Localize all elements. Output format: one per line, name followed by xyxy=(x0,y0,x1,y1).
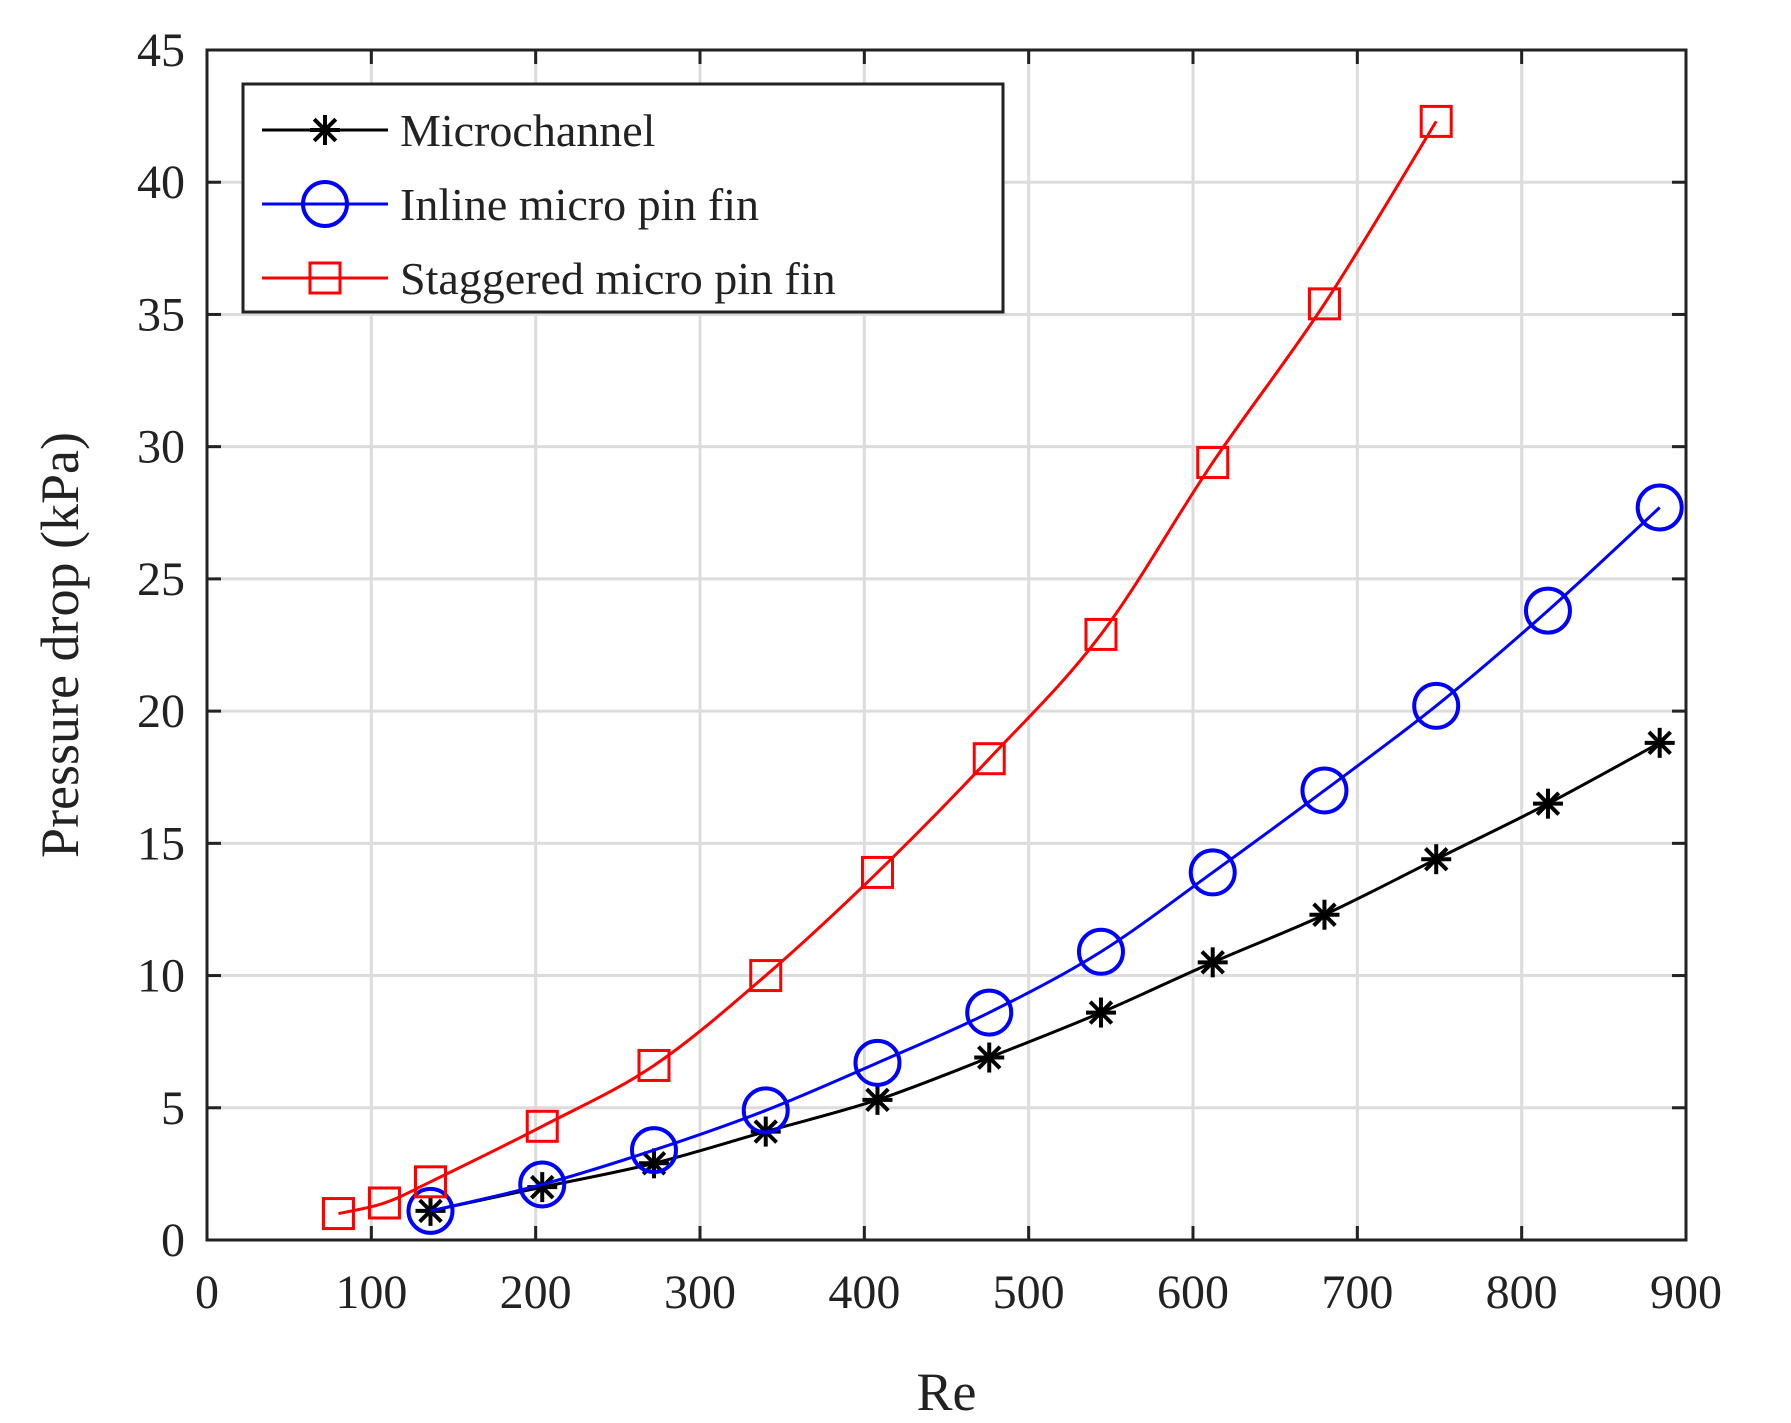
square-marker xyxy=(1084,617,1118,651)
square-marker xyxy=(749,959,783,993)
legend-label: Staggered micro pin fin xyxy=(400,253,836,304)
x-tick-label: 100 xyxy=(335,1266,407,1319)
legend-item: Microchannel xyxy=(262,105,655,156)
legend: Microchannel Inline micro pin fin Staggere… xyxy=(241,82,1005,314)
data-series xyxy=(321,104,1684,1235)
circle-marker xyxy=(965,988,1014,1037)
y-tick-labels: 0 5 10 15 20 25 30 35 40 45 xyxy=(137,24,185,1267)
asterisk-marker xyxy=(1197,947,1228,978)
asterisk-marker xyxy=(1532,788,1563,819)
x-tick-labels: 0 100 200 300 400 500 600 700 800 900 xyxy=(195,1266,1722,1319)
y-tick-label: 35 xyxy=(137,288,185,341)
y-tick-label: 45 xyxy=(137,24,185,77)
x-tick-label: 900 xyxy=(1650,1266,1722,1319)
circle-marker xyxy=(1635,483,1684,532)
square-marker xyxy=(860,855,894,889)
circle-marker xyxy=(1188,848,1237,897)
asterisk-marker xyxy=(310,115,340,145)
x-tick-label: 300 xyxy=(664,1266,736,1319)
legend-box xyxy=(241,82,1005,314)
y-tick-label: 20 xyxy=(137,685,185,738)
x-tick-label: 700 xyxy=(1321,1266,1393,1319)
y-tick-label: 0 xyxy=(161,1214,185,1267)
asterisk-marker xyxy=(1085,997,1116,1028)
legend-item: Inline micro pin fin xyxy=(262,179,759,230)
asterisk-marker xyxy=(1309,899,1340,930)
circle-marker xyxy=(741,1086,790,1135)
circle-marker xyxy=(1076,927,1125,976)
series-circle xyxy=(406,483,1684,1235)
plot-area-frame xyxy=(205,48,1688,1242)
asterisk-marker xyxy=(1644,727,1675,758)
x-tick-label: 800 xyxy=(1486,1266,1558,1319)
y-tick-label: 40 xyxy=(137,156,185,209)
x-tick-label: 200 xyxy=(500,1266,572,1319)
legend-label: Microchannel xyxy=(400,105,655,156)
x-tick-label: 0 xyxy=(195,1266,219,1319)
x-tick-label: 400 xyxy=(828,1266,900,1319)
square-marker xyxy=(1196,446,1230,480)
y-tick-label: 15 xyxy=(137,817,185,870)
circle-marker xyxy=(1523,586,1572,635)
circle-marker xyxy=(629,1126,678,1175)
square-marker xyxy=(413,1165,447,1199)
square-marker xyxy=(321,1197,355,1231)
series-line xyxy=(338,120,1438,1216)
square-marker xyxy=(525,1109,559,1143)
circle-marker xyxy=(853,1038,902,1087)
legend-label: Inline micro pin fin xyxy=(400,179,759,230)
square-marker xyxy=(1419,104,1453,138)
square-marker xyxy=(1307,287,1341,321)
y-tick-label: 25 xyxy=(137,553,185,606)
asterisk-marker xyxy=(862,1084,893,1115)
square-marker xyxy=(367,1186,401,1220)
square-marker xyxy=(637,1048,671,1082)
series-square xyxy=(321,104,1453,1231)
x-tick-label: 500 xyxy=(993,1266,1065,1319)
circle-marker xyxy=(1300,766,1349,815)
legend-items: Microchannel Inline micro pin fin Staggere… xyxy=(262,105,836,304)
asterisk-marker xyxy=(1421,844,1452,875)
x-axis-label: Re xyxy=(917,1362,977,1422)
y-axis-label: Pressure drop (kPa) xyxy=(30,432,90,858)
circle-marker xyxy=(518,1160,567,1209)
circle-marker xyxy=(406,1186,455,1235)
circle-marker xyxy=(301,180,349,228)
y-tick-label: 30 xyxy=(137,421,185,474)
x-tick-label: 600 xyxy=(1157,1266,1229,1319)
circle-marker xyxy=(1412,681,1461,730)
legend-item: Staggered micro pin fin xyxy=(262,253,836,304)
y-tick-label: 10 xyxy=(137,950,185,1003)
y-tick-label: 5 xyxy=(161,1082,185,1135)
square-marker xyxy=(972,742,1006,776)
square-marker xyxy=(308,261,342,295)
asterisk-marker xyxy=(974,1042,1005,1073)
series-line xyxy=(430,506,1661,1213)
axis-ticks xyxy=(205,48,1688,1242)
